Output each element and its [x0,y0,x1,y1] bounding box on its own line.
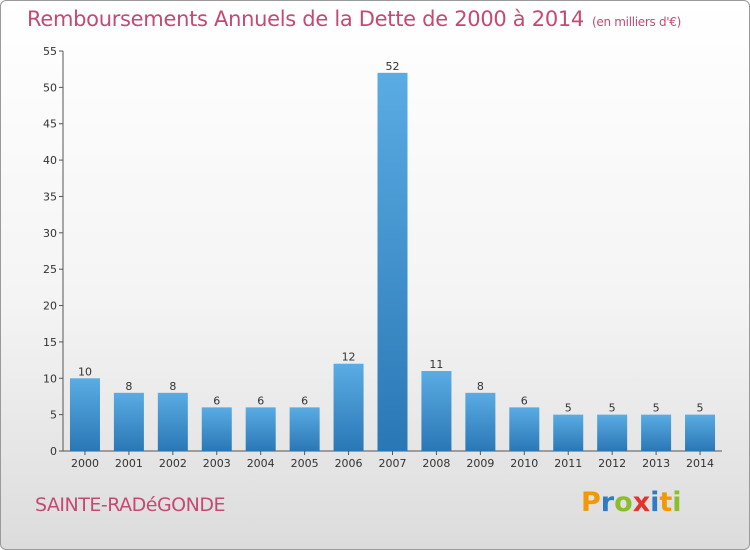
y-tick-label: 15 [43,336,57,349]
bar [465,392,496,451]
bar [289,407,320,451]
bars: 10 8 8 6 6 6 12 52 11 8 6 5 5 5 5 [69,60,716,452]
x-tick-label: 2002 [159,457,187,470]
bar [553,414,584,451]
chart-title-text: Remboursements Annuels de la Dette de 20… [27,7,584,31]
logo-letter: x [632,487,651,518]
bar-value-label: 12 [342,351,356,364]
bar [69,378,100,451]
bar-value-label: 5 [565,402,572,415]
bar-value-label: 6 [213,394,220,407]
bar-value-label: 8 [477,380,484,393]
logo-letter: P [581,487,601,518]
bar [201,407,232,451]
logo-letter: t [659,487,673,518]
x-tick-label: 2014 [686,457,714,470]
y-tick-label: 0 [50,445,57,458]
bar [421,371,452,451]
bar [597,414,628,451]
y-ticks: 0 5 10 15 20 25 30 35 40 45 50 55 [43,45,63,458]
bar-value-label: 5 [697,402,704,415]
logo-letter: i [672,487,682,518]
commune-name: SAINTE-RADéGONDE [35,494,225,516]
chart-unit: (en milliers d'€) [592,15,682,29]
x-tick-label: 2005 [291,457,319,470]
x-tick-label: 2011 [554,457,582,470]
bar [157,392,188,451]
logo-letter: i [650,487,660,518]
bar-value-label: 6 [301,394,308,407]
y-tick-label: 40 [43,154,57,167]
x-tick-label: 2012 [598,457,626,470]
logo-letter: r [600,487,615,518]
bar [333,363,364,451]
y-tick-label: 10 [43,372,57,385]
y-tick-label: 50 [43,81,57,94]
bar [245,407,276,451]
x-tick-label: 2010 [510,457,538,470]
bar-value-label: 10 [78,365,92,378]
x-tick-label: 2006 [335,457,363,470]
y-tick-label: 30 [43,227,57,240]
y-tick-label: 5 [50,409,57,422]
bar [641,414,672,451]
x-tick-label: 2013 [642,457,670,470]
bar-value-label: 11 [429,358,443,371]
y-tick-label: 35 [43,190,57,203]
y-tick-label: 25 [43,263,57,276]
x-ticks: 2000 2001 2002 2003 2004 2005 2006 2007 2008 2009… [71,451,714,470]
proxiti-logo[interactable]: Proxiti [581,487,682,518]
bar-value-label: 8 [125,380,132,393]
y-tick-label: 20 [43,300,57,313]
y-tick-label: 45 [43,118,57,131]
logo-letter: o [614,487,633,518]
bar-value-label: 6 [521,394,528,407]
x-tick-label: 2003 [203,457,231,470]
bar [685,414,716,451]
chart-title: Remboursements Annuels de la Dette de 20… [27,7,681,31]
x-tick-label: 2007 [379,457,407,470]
bar-value-label: 5 [653,402,660,415]
bar-value-label: 6 [257,394,264,407]
bar-value-label: 5 [609,402,616,415]
bar-value-label: 52 [386,60,400,73]
bar [113,392,144,451]
x-tick-label: 2008 [422,457,450,470]
bar [377,72,408,452]
bar-value-label: 8 [169,380,176,393]
x-tick-label: 2009 [466,457,494,470]
bar [509,407,540,451]
x-tick-label: 2001 [115,457,143,470]
x-tick-label: 2004 [247,457,275,470]
y-tick-label: 55 [43,45,57,58]
x-tick-label: 2000 [71,457,99,470]
